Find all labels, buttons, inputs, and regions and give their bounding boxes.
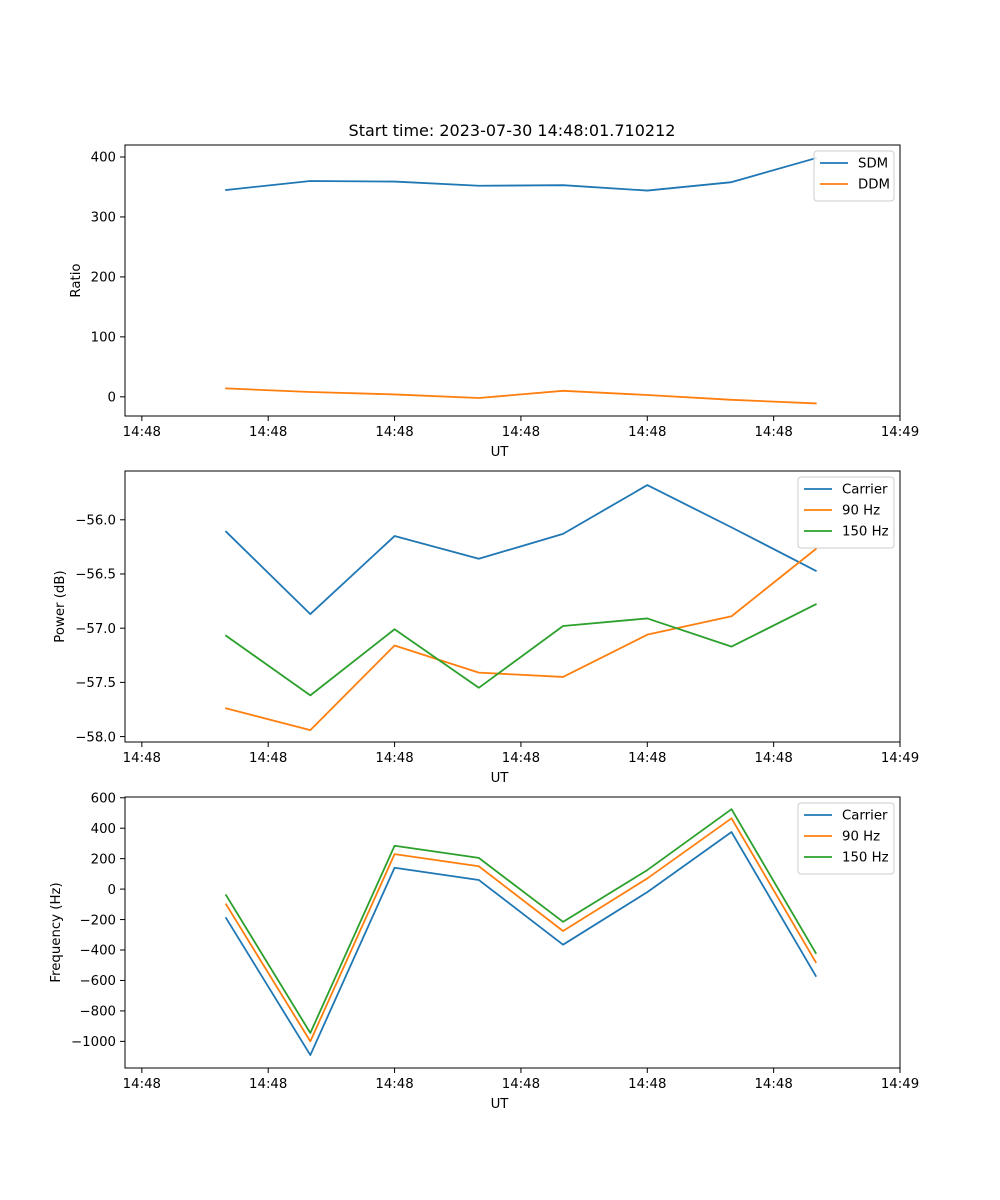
legend-label-150-hz: 150 Hz (842, 525, 889, 540)
subplot-2: 14:48 14:48 14:48 14:48 14:48 14:48 14:49 −58.0… (53, 470, 919, 786)
y-tick-label: −600 (79, 974, 116, 989)
x-axis-label: UT (491, 445, 510, 460)
series-line-150-hz (224, 603, 817, 697)
x-tick-label: 14:48 (502, 751, 540, 766)
series-line-sdm (225, 157, 817, 192)
legend-label-carrier: Carrier (842, 809, 888, 824)
axes-frame (124, 144, 901, 417)
y-axis-label: Frequency (Hz) (49, 882, 64, 982)
series-line-90-hz (224, 547, 818, 731)
series-line-carrier (224, 484, 817, 615)
x-tick-label: 14:49 (881, 751, 919, 766)
x-tick-label: 14:48 (628, 425, 666, 440)
x-axis-label: UT (491, 771, 510, 786)
y-tick-label: −56.5 (75, 568, 116, 583)
axes-frame (124, 470, 901, 743)
x-tick-label: 14:48 (123, 1077, 161, 1092)
x-tick-label: 14:48 (249, 751, 287, 766)
y-tick-label: 0 (108, 883, 116, 898)
legend-label-ddm: DDM (858, 178, 890, 193)
y-tick-label: −1000 (71, 1035, 116, 1050)
y-tick-label: −200 (79, 913, 116, 928)
x-tick-label: 14:48 (754, 425, 792, 440)
x-tick-label: 14:48 (375, 1077, 413, 1092)
figure-title: Start time: 2023-07-30 14:48:01.710212 (349, 121, 676, 140)
x-tick-label: 14:48 (502, 1077, 540, 1092)
series-line-ddm (225, 387, 817, 405)
subplot-1: 14:48 14:48 14:48 14:48 14:48 14:48 14:49 0 100 2… (69, 144, 919, 460)
legend-label-90-hz: 90 Hz (842, 504, 880, 519)
x-tick-label: 14:48 (123, 751, 161, 766)
y-tick-label: 300 (91, 211, 116, 226)
y-tick-label: 0 (108, 391, 116, 406)
subplots: 14:48 14:48 14:48 14:48 14:48 14:48 14:49 0 100 2… (49, 144, 919, 1112)
y-tick-label: 400 (91, 822, 116, 837)
x-tick-label: 14:48 (628, 1077, 666, 1092)
x-tick-label: 14:49 (881, 1077, 919, 1092)
subplot-3: 14:48 14:48 14:48 14:48 14:48 14:48 14:49 −1000… (49, 791, 919, 1112)
legend-label-carrier: Carrier (842, 483, 888, 498)
legend: SDM DDM (813, 150, 895, 202)
y-axis-label: Ratio (69, 263, 84, 297)
axes-frame (124, 796, 901, 1069)
y-tick-label: 100 (91, 331, 116, 346)
y-axis-label: Power (dB) (53, 570, 68, 642)
y-tick-label: −56.0 (75, 513, 116, 528)
y-tick-label: −800 (79, 1005, 116, 1020)
x-axis-label: UT (491, 1097, 510, 1112)
y-tick-label: 600 (91, 791, 116, 806)
y-tick-label: −58.0 (75, 730, 116, 745)
x-tick-label: 14:48 (628, 751, 666, 766)
series-line-90-hz (224, 817, 817, 1043)
legend-label-sdm: SDM (858, 157, 888, 172)
x-tick-label: 14:49 (881, 425, 919, 440)
x-tick-label: 14:48 (123, 425, 161, 440)
legend: Carrier 90 Hz 150 Hz (797, 802, 895, 875)
series-line-carrier (224, 831, 817, 1056)
y-tick-label: −57.5 (75, 676, 116, 691)
x-tick-label: 14:48 (502, 425, 540, 440)
x-tick-label: 14:48 (249, 425, 287, 440)
x-tick-label: 14:48 (375, 751, 413, 766)
y-tick-label: 400 (91, 151, 116, 166)
legend-label-90-hz: 90 Hz (842, 830, 880, 845)
y-tick-label: 200 (91, 271, 116, 286)
legend-label-150-hz: 150 Hz (842, 851, 889, 866)
x-tick-label: 14:48 (249, 1077, 287, 1092)
x-tick-label: 14:48 (375, 425, 413, 440)
y-tick-label: 200 (91, 852, 116, 867)
x-tick-label: 14:48 (754, 751, 792, 766)
series-line-150-hz (224, 808, 817, 1034)
legend: Carrier 90 Hz 150 Hz (797, 476, 895, 549)
y-tick-label: −400 (79, 944, 116, 959)
y-tick-label: −57.0 (75, 622, 116, 637)
x-tick-label: 14:48 (754, 1077, 792, 1092)
